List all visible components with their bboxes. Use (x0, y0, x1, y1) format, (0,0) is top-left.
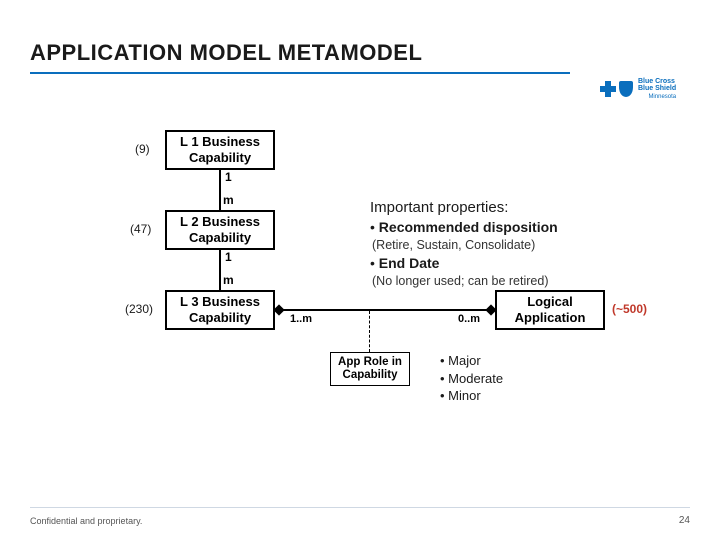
logo-sub: Minnesota (638, 94, 676, 100)
l1-count: (9) (135, 142, 150, 156)
role-level-item: • Minor (440, 387, 503, 405)
node-l1-capability: L 1 Business Capability (165, 130, 275, 170)
mult-l3-top: m (223, 273, 234, 287)
cross-icon (600, 81, 616, 97)
l3-count: (230) (125, 302, 153, 316)
node-logical-application: Logical Application (495, 290, 605, 330)
logo-line1: Blue Cross (638, 78, 676, 85)
l2-count: (47) (130, 222, 151, 236)
important-properties: Important properties: • Recommended disp… (370, 198, 558, 290)
mult-l2-top: m (223, 193, 234, 207)
edge-l3-app (275, 309, 495, 311)
role-level-item: • Moderate (440, 370, 503, 388)
node-l3-capability: L 3 Business Capability (165, 290, 275, 330)
props-bullet-2-sub: (No longer used; can be retired) (372, 273, 558, 290)
edge-l1-l2 (219, 170, 221, 210)
edge-l2-l3 (219, 250, 221, 290)
page-title: APPLICATION MODEL METAMODEL (30, 40, 422, 66)
diamond-l3-end (273, 304, 284, 315)
props-bullet-1-sub: (Retire, Sustain, Consolidate) (372, 237, 558, 254)
role-level-item: • Major (440, 352, 503, 370)
role-levels: • Major • Moderate • Minor (440, 352, 503, 405)
logo-line2: Blue Shield (638, 85, 676, 92)
mult-l1-bottom: 1 (225, 170, 232, 184)
shield-icon (619, 81, 633, 97)
page-number: 24 (679, 515, 690, 526)
diagram-stage: (9) L 1 Business Capability 1 m (47) L 2… (0, 120, 720, 470)
assoc-dash (369, 311, 370, 352)
props-header: Important properties: (370, 198, 558, 218)
mult-l3-right: 1..m (290, 313, 312, 325)
node-l2-capability: L 2 Business Capability (165, 210, 275, 250)
mult-l2-bottom: 1 (225, 250, 232, 264)
props-bullet-1: • Recommended disposition (370, 218, 558, 237)
app-count: (~500) (612, 302, 647, 316)
props-bullet-2: • End Date (370, 254, 558, 273)
node-app-role-in-capability: App Role in Capability (330, 352, 410, 386)
title-underline (30, 72, 570, 74)
brand-logo: Blue Cross Blue Shield Minnesota (600, 76, 692, 102)
mult-app-left: 0..m (458, 313, 480, 325)
footer-rule (30, 507, 690, 508)
footer-confidential: Confidential and proprietary. (30, 516, 142, 526)
